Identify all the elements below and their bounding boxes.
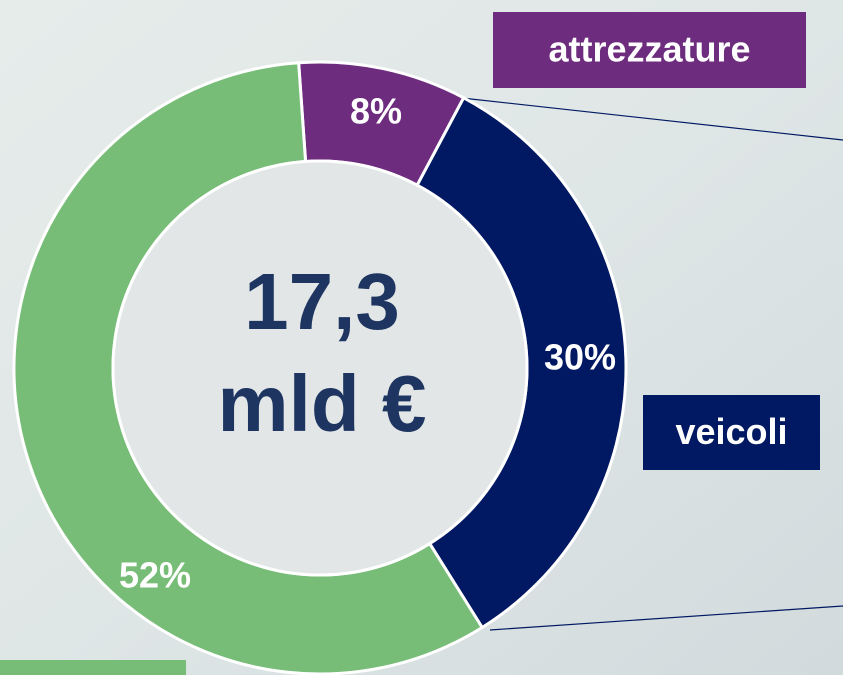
- category-label: veicoli: [675, 411, 787, 452]
- value-label: 30%: [544, 337, 616, 378]
- value-label: 52%: [119, 555, 191, 596]
- leader-line: [461, 97, 843, 141]
- value-label: 8%: [350, 91, 402, 132]
- center-text: mld €: [218, 359, 427, 448]
- label-box: [0, 660, 186, 675]
- label-box: [493, 12, 806, 88]
- donut: [12, 60, 628, 675]
- leader-line: [489, 605, 843, 631]
- donut-hole: [111, 159, 529, 577]
- category-label: attrezzature: [548, 29, 750, 70]
- center-text: 17,3: [244, 257, 400, 346]
- label-box: [643, 395, 820, 470]
